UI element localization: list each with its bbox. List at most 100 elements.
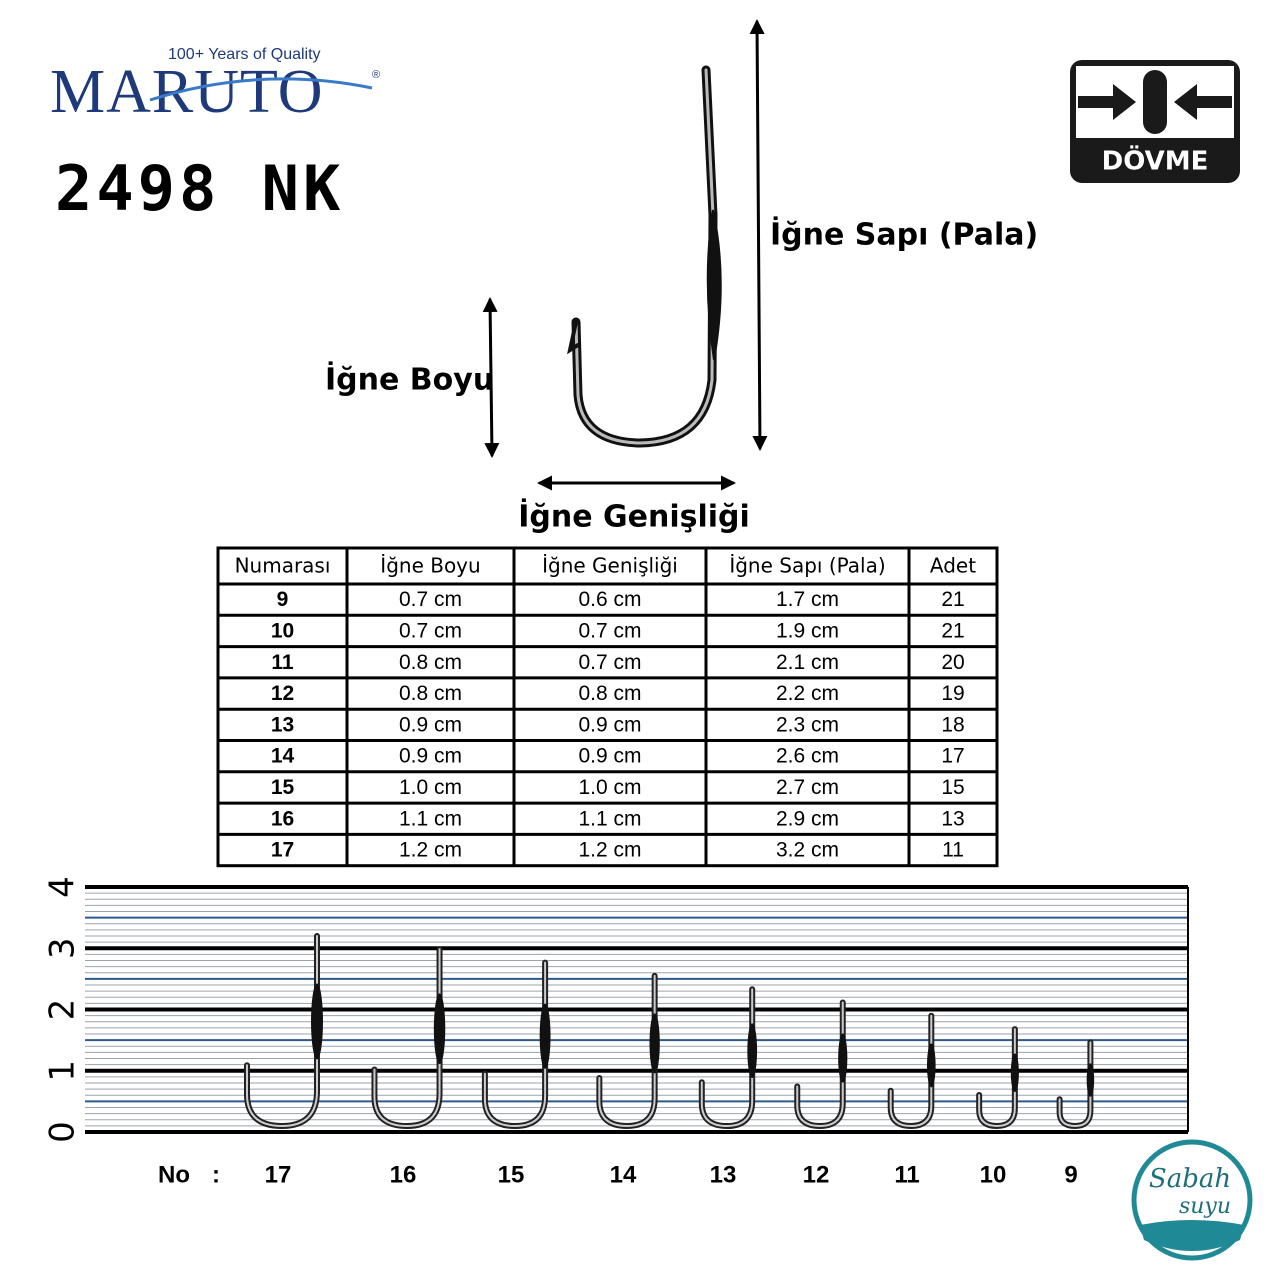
table-cell: 1.1 cm (578, 807, 641, 830)
hook (371, 946, 446, 1130)
table-cell: 13 (941, 807, 964, 830)
table-cell: 1.2 cm (578, 839, 641, 862)
hook-size: 14 (610, 1161, 637, 1188)
hook (244, 933, 323, 1130)
table-cell: 1.0 cm (578, 776, 641, 799)
table-cell: 3.2 cm (776, 839, 839, 862)
table-header: İğne Boyu (380, 554, 480, 578)
table-cell: 0.6 cm (578, 588, 641, 611)
table-cell: 17 (271, 839, 294, 862)
hook-shank (311, 983, 323, 1060)
table-cell: 0.7 cm (399, 588, 462, 611)
hook-shine (246, 935, 318, 1128)
hook-shank (1010, 1053, 1019, 1093)
table-cell: 14 (271, 745, 295, 768)
hook-shine (1058, 1041, 1092, 1128)
ruler-tick-label: 2 (43, 999, 83, 1021)
table-cell: 19 (941, 682, 964, 705)
table-cell: 2.9 cm (776, 807, 839, 830)
table-cell: 11 (271, 651, 294, 674)
hook-size: 15 (498, 1161, 525, 1188)
table-cell: 16 (271, 807, 294, 830)
table-cell: 2.3 cm (776, 713, 839, 736)
table-cell: 2.6 cm (776, 745, 839, 768)
hook-size: 10 (980, 1161, 1007, 1188)
hook (596, 972, 660, 1130)
table-cell: 13 (271, 713, 294, 736)
hook-shine (889, 1014, 933, 1128)
table-cell: 0.7 cm (578, 619, 641, 642)
table-header: İğne Sapı (Pala) (729, 554, 885, 578)
table-cell: 11 (942, 839, 964, 862)
hook (976, 1026, 1019, 1130)
table-cell: 15 (941, 776, 964, 799)
tagline: 100+ Years of Quality (168, 46, 321, 63)
no-label: No (158, 1161, 190, 1188)
separator: : (212, 1161, 220, 1188)
table-header: İğne Genişliği (542, 554, 678, 578)
table-header: Adet (930, 554, 976, 578)
badge: DÖVME (1070, 60, 1240, 183)
hook-size: 11 (894, 1161, 919, 1188)
hook (481, 959, 551, 1130)
ruler-tick-label: 4 (43, 876, 83, 898)
table-cell: 0.9 cm (399, 713, 462, 736)
hook (698, 986, 758, 1130)
table-cell: 0.8 cm (399, 651, 462, 674)
hook-shank (433, 993, 446, 1065)
ruler-tick-label: 1 (43, 1060, 83, 1082)
registered-mark: ® (372, 69, 380, 81)
length-label: İğne Boyu (325, 362, 494, 398)
table-cell: 9 (277, 588, 289, 611)
table-cell: 0.9 cm (399, 745, 462, 768)
table-cell: 0.8 cm (578, 682, 641, 705)
table-cell: 17 (941, 745, 964, 768)
hook-shine (598, 974, 656, 1128)
watermark-line1: Sabah (1149, 1164, 1231, 1194)
table-cell: 20 (941, 651, 964, 674)
hook-shank (539, 1003, 551, 1069)
hook-shine (700, 988, 754, 1128)
watermark: Sabah suyu (1131, 1139, 1253, 1261)
table-cell: 0.8 cm (399, 682, 462, 705)
table-cell: 2.2 cm (776, 682, 839, 705)
hook (794, 999, 848, 1130)
hook-shine (373, 948, 441, 1128)
hook-shank (747, 1023, 758, 1079)
hook-shank (926, 1043, 936, 1088)
table-cell: 0.9 cm (578, 745, 641, 768)
hook-shank (838, 1033, 848, 1083)
hook-diagram (482, 19, 768, 491)
table-cell: 2.7 cm (776, 776, 839, 799)
table-header: Numarası (235, 554, 331, 578)
model: 2498 NK (55, 152, 344, 225)
table-cell: 21 (941, 588, 964, 611)
logo-swoosh (149, 77, 373, 102)
hook (1056, 1039, 1095, 1130)
ruler-tick-label: 0 (43, 1121, 83, 1143)
table-cell: 1.7 cm (776, 588, 839, 611)
table-cell: 0.7 cm (578, 651, 641, 674)
hook-size: 9 (1064, 1161, 1077, 1188)
table-cell: 1.0 cm (399, 776, 462, 799)
table-cell: 21 (941, 619, 964, 642)
hook (887, 1012, 936, 1130)
table-cell: 15 (271, 776, 295, 799)
table-cell: 1.1 cm (399, 807, 462, 830)
hook-size: 12 (803, 1161, 830, 1188)
table-cell: 0.7 cm (399, 619, 462, 642)
spec-table: Numarası İğne Boyu İğne Genişliği İğne Sapı… (216, 546, 999, 868)
table-cell: 10 (271, 619, 294, 642)
hook-body (976, 1026, 1018, 1130)
hook-shine (796, 1001, 844, 1128)
ruler-tick-label: 3 (43, 937, 83, 959)
badge-label: DÖVME (1102, 144, 1209, 177)
hook-shank (1086, 1063, 1095, 1097)
watermark-line2: suyu (1179, 1194, 1231, 1219)
table-cell: 1.2 cm (399, 839, 462, 862)
hook-shank (649, 1013, 660, 1074)
hook-body (244, 933, 320, 1130)
brand-name: MARUTO (50, 58, 324, 126)
